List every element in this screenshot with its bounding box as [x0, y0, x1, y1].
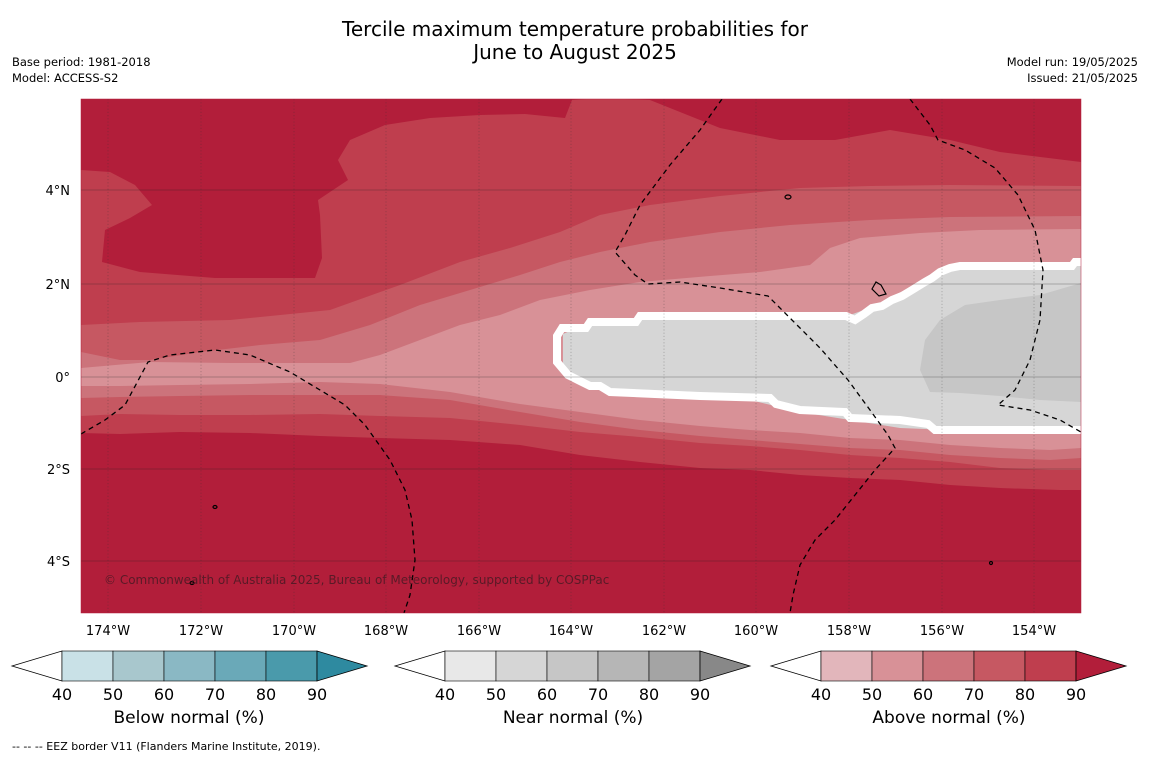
- island: [212, 504, 218, 510]
- colorbar-tick-label: 90: [1066, 685, 1086, 704]
- latitude-label: 4°S: [47, 555, 70, 570]
- colorbar-tick-label: 90: [690, 685, 710, 704]
- longitude-label: 166°W: [457, 624, 501, 639]
- latitude-label: 0°: [55, 371, 70, 386]
- colorbar-tick-label: 40: [435, 685, 455, 704]
- latitude-label: 4°N: [46, 184, 71, 199]
- near-normal-40-contour: [553, 258, 1081, 434]
- islands: [189, 194, 994, 586]
- longitude-label: 160°W: [734, 624, 778, 639]
- colorbar-swatch: [922, 650, 975, 682]
- base-period-text: Base period: 1981-2018: [12, 55, 151, 69]
- run-info: Model run: 19/05/2025 Issued: 21/05/2025: [1007, 54, 1138, 86]
- colorbar-upper-extension: [1075, 650, 1128, 682]
- colorbar-tick-label: 80: [1015, 685, 1035, 704]
- longitude-label: 170°W: [272, 624, 316, 639]
- issued-text: Issued: 21/05/2025: [1027, 71, 1138, 85]
- colorbar-swatch: [648, 650, 701, 682]
- colorbar-lower-extension: [769, 650, 822, 682]
- longitude-label: 154°W: [1012, 624, 1056, 639]
- colorbar-swatch: [163, 650, 216, 682]
- colorbar-swatch: [61, 650, 114, 682]
- above-normal-colorbar-title: Above normal (%): [872, 708, 1026, 728]
- island: [784, 194, 792, 200]
- graticule-latitudes: [81, 189, 1081, 562]
- near-normal-colorbar-title: Near normal (%): [502, 708, 644, 728]
- colorbar-swatch: [1024, 650, 1077, 682]
- probability-fields: [81, 99, 1081, 613]
- island: [189, 580, 195, 586]
- longitude-labels: 174°W 172°W 170°W 168°W 166°W 164°W 162°W 160°W…: [86, 624, 1056, 639]
- colorbar-tick-label: 50: [103, 685, 123, 704]
- model-info: Base period: 1981-2018 Model: ACCESS-S2: [12, 54, 151, 86]
- longitude-label: 156°W: [920, 624, 964, 639]
- colorbars: 40 50 60 70 80 90 40 50 60 70 80 90 40 50 60 70 80 90: [10, 650, 1128, 704]
- longitude-label: 168°W: [364, 624, 408, 639]
- longitude-label: 172°W: [179, 624, 223, 639]
- colorbar-swatch: [871, 650, 924, 682]
- longitude-label: 162°W: [642, 624, 686, 639]
- colorbar-tick-label: 40: [811, 685, 831, 704]
- title-line-1: Tercile maximum temperature probabilitie…: [342, 17, 808, 41]
- colorbar-tick-label: 60: [154, 685, 174, 704]
- colorbar-tick-label: 60: [913, 685, 933, 704]
- latitude-label: 2°S: [47, 463, 70, 478]
- colorbar-lower-extension: [393, 650, 446, 682]
- map-title: Tercile maximum temperature probabilitie…: [0, 18, 1150, 64]
- colorbar-tick-label: 60: [537, 685, 557, 704]
- latitude-label: 2°N: [46, 278, 71, 293]
- colorbar-swatch: [973, 650, 1026, 682]
- colorbar-swatch: [444, 650, 497, 682]
- eez-border-east: [909, 99, 1081, 433]
- longitude-label: 158°W: [827, 624, 871, 639]
- colorbar-tick-label: 70: [205, 685, 225, 704]
- near-normal-colorbar: 40 50 60 70 80 90: [393, 650, 752, 704]
- graticule: [107, 99, 1035, 613]
- copyright-text: © Commonwealth of Australia 2025, Bureau…: [104, 573, 609, 587]
- colorbar-upper-extension: [699, 650, 752, 682]
- below-normal-colorbar-title: Below normal (%): [113, 708, 265, 728]
- model-run-text: Model run: 19/05/2025: [1006, 55, 1138, 69]
- eez-legend-footer: -- -- -- EEZ border V11 (Flanders Marine…: [12, 740, 321, 753]
- island: [988, 560, 994, 566]
- island: [871, 281, 887, 297]
- eez-border-west: [81, 349, 416, 613]
- longitude-label: 164°W: [549, 624, 593, 639]
- colorbar-tick-label: 70: [588, 685, 608, 704]
- colorbar-tick-label: 50: [862, 685, 882, 704]
- colorbar-upper-extension: [316, 650, 369, 682]
- model-name-text: Model: ACCESS-S2: [12, 71, 119, 85]
- colorbar-swatch: [820, 650, 873, 682]
- title-line-2: June to August 2025: [473, 40, 677, 64]
- colorbar-tick-label: 40: [52, 685, 72, 704]
- colorbar-tick-label: 90: [307, 685, 327, 704]
- colorbar-swatch: [546, 650, 599, 682]
- colorbar-swatch: [214, 650, 267, 682]
- colorbar-swatch: [597, 650, 650, 682]
- colorbar-swatch: [265, 650, 318, 682]
- colorbar-lower-extension: [10, 650, 63, 682]
- longitude-label: 174°W: [86, 624, 130, 639]
- colorbar-swatch: [495, 650, 548, 682]
- colorbar-tick-label: 70: [964, 685, 984, 704]
- colorbar-swatch: [112, 650, 165, 682]
- map-frame: [80, 98, 1082, 614]
- colorbar-tick-label: 80: [639, 685, 659, 704]
- above-normal-colorbar: 40 50 60 70 80 90: [769, 650, 1128, 704]
- colorbar-tick-label: 50: [486, 685, 506, 704]
- colorbar-tick-label: 80: [256, 685, 276, 704]
- below-normal-colorbar: 40 50 60 70 80 90: [10, 650, 369, 704]
- eez-borders: [81, 99, 1081, 613]
- eez-border-north: [614, 99, 896, 613]
- latitude-labels: 4°N 2°N 0° 2°S 4°S: [46, 184, 71, 570]
